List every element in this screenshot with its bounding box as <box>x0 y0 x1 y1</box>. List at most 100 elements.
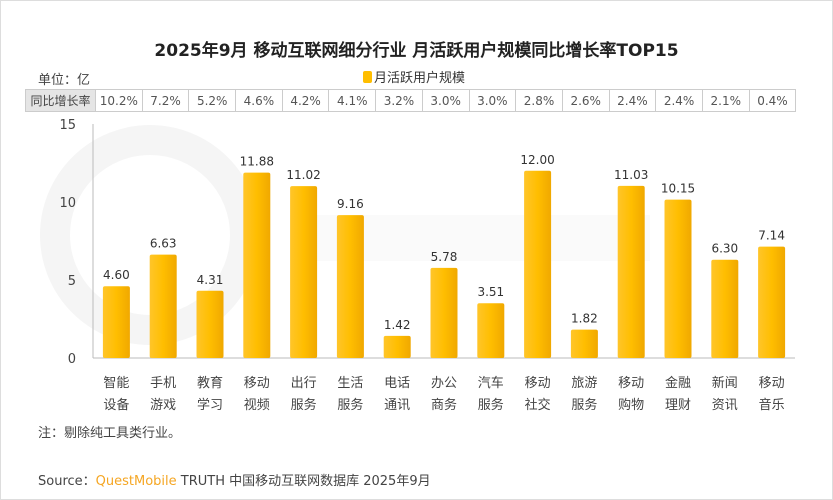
x-tick-label-line: 服务 <box>477 398 504 413</box>
x-tick-label-line: 生活 <box>337 376 364 391</box>
growth-rate-cell: 3.0% <box>468 89 517 112</box>
x-tick-label-line: 办公 <box>430 376 457 391</box>
bar <box>524 170 552 358</box>
x-tick-label-line: 通讯 <box>384 398 411 413</box>
bar-value-label: 6.63 <box>150 237 177 251</box>
source-line: Source：QuestMobile TRUTH 中国移动互联网数据库 2025… <box>38 470 431 489</box>
x-tick-label: 手机 游戏 <box>143 373 183 417</box>
x-tick-label-line: 理财 <box>664 398 691 413</box>
x-tick-label-line: 移动 <box>524 376 551 391</box>
x-tick-label-line: 音乐 <box>758 398 785 413</box>
bar <box>758 246 786 358</box>
y-tick-label: 15 <box>59 118 76 133</box>
y-tick-label: 0 <box>68 352 76 367</box>
growth-rate-cell: 4.1% <box>328 89 377 112</box>
growth-rate-cell: 4.6% <box>235 89 283 112</box>
bar <box>196 290 224 358</box>
x-tick-label-line: 视频 <box>243 398 270 413</box>
x-tick-label-line: 商务 <box>430 398 457 413</box>
x-tick-label-line: 旅游 <box>571 376 598 391</box>
bar <box>383 335 411 358</box>
x-tick-label-line: 服务 <box>290 398 317 413</box>
x-tick-label: 教育 学习 <box>190 373 230 417</box>
bar-value-label: 4.31 <box>197 273 224 287</box>
bar <box>336 215 364 358</box>
x-tick-label-line: 服务 <box>337 398 364 413</box>
x-tick-label-line: 教育 <box>196 376 223 391</box>
growth-rate-cell: 3.0% <box>421 89 470 112</box>
bar <box>149 254 177 358</box>
x-tick-label: 办公 商务 <box>424 373 464 417</box>
bar-value-label: 11.88 <box>240 155 274 169</box>
x-tick-label-line: 移动 <box>243 376 270 391</box>
x-tick-label: 移动 视频 <box>237 373 277 417</box>
x-tick-label-line: 游戏 <box>150 398 177 413</box>
x-tick-label: 出行 服务 <box>284 373 324 417</box>
x-tick-label: 新闻 资讯 <box>705 373 745 417</box>
y-tick-label: 10 <box>59 196 76 211</box>
x-tick-label-line: 金融 <box>664 376 691 391</box>
bar-value-label: 4.60 <box>103 268 130 282</box>
footnote: 注：剔除纯工具类行业。 <box>38 426 182 441</box>
x-tick-label: 汽车 服务 <box>471 373 511 417</box>
x-tick-label-line: 智能 <box>103 376 130 391</box>
x-tick-label: 金融 理财 <box>658 373 698 417</box>
bar-value-label: 1.82 <box>571 312 598 326</box>
bar-value-label: 7.14 <box>758 229 785 243</box>
x-tick-label-line: 设备 <box>103 398 130 413</box>
x-tick-label-line: 移动 <box>758 376 785 391</box>
x-tick-label: 旅游 服务 <box>564 373 604 417</box>
legend-swatch <box>363 70 372 83</box>
x-tick-label-line: 汽车 <box>477 376 504 391</box>
growth-rate-cell: 2.1% <box>701 89 750 112</box>
growth-rate-cell: 2.4% <box>655 89 703 112</box>
growth-rate-cell: 0.4% <box>748 89 797 112</box>
bar <box>243 172 271 358</box>
bar-value-label: 12.00 <box>520 153 554 167</box>
chart-title: 2025年9月 移动互联网细分行业 月活跃用户规模同比增长率TOP15 <box>154 41 679 61</box>
source-brand: QuestMobile <box>95 474 177 489</box>
x-tick-label-line: 新闻 <box>711 376 738 391</box>
growth-rate-header: 同比增长率 <box>25 89 96 112</box>
source-rest: TRUTH 中国移动互联网数据库 2025年9月 <box>176 474 431 489</box>
x-tick-label-line: 服务 <box>571 398 598 413</box>
bar-value-label: 11.02 <box>286 168 320 182</box>
bar-value-label: 10.15 <box>661 182 695 196</box>
bar-value-label: 6.30 <box>711 242 738 256</box>
bar-value-label: 3.51 <box>477 285 504 299</box>
growth-rate-cell: 3.2% <box>375 89 423 112</box>
bar-value-label: 5.78 <box>431 250 458 264</box>
x-tick-label-line: 学习 <box>196 398 223 413</box>
bar-value-label: 9.16 <box>337 197 364 211</box>
bar <box>711 259 739 358</box>
bar <box>102 286 130 358</box>
bar <box>430 267 458 358</box>
legend: 月活跃用户规模 <box>363 67 465 86</box>
x-tick-label-line: 手机 <box>150 376 177 391</box>
bar <box>570 329 598 358</box>
x-tick-label-line: 社交 <box>524 398 551 413</box>
x-tick-label: 智能 设备 <box>96 373 136 417</box>
growth-rate-table: 同比增长率 10.2% 7.2% 5.2% 4.6% 4.2% 4.1% 3.2% 3.0% 3.… <box>25 89 797 112</box>
x-tick-label: 移动 购物 <box>611 373 651 417</box>
x-tick-label-line: 资讯 <box>711 398 738 413</box>
y-tick-label: 5 <box>68 274 76 289</box>
unit-label: 单位：亿 <box>38 73 91 88</box>
x-tick-label: 生活 服务 <box>330 373 370 417</box>
bar <box>477 303 505 358</box>
bar <box>617 185 645 358</box>
legend-label: 月活跃用户规模 <box>374 71 466 86</box>
x-tick-label-line: 电话 <box>384 376 411 391</box>
bar-value-label: 1.42 <box>384 318 411 332</box>
source-prefix: Source： <box>38 474 96 489</box>
x-tick-label-line: 移动 <box>618 376 645 391</box>
bar <box>664 199 692 358</box>
x-tick-label-line: 购物 <box>618 398 645 413</box>
x-tick-label: 移动 社交 <box>518 373 558 417</box>
bar-value-label: 11.03 <box>614 168 648 182</box>
x-tick-label: 移动 音乐 <box>752 373 792 417</box>
bar <box>290 186 318 358</box>
growth-rate-cell: 4.2% <box>281 89 330 112</box>
x-tick-label: 电话 通讯 <box>377 373 417 417</box>
